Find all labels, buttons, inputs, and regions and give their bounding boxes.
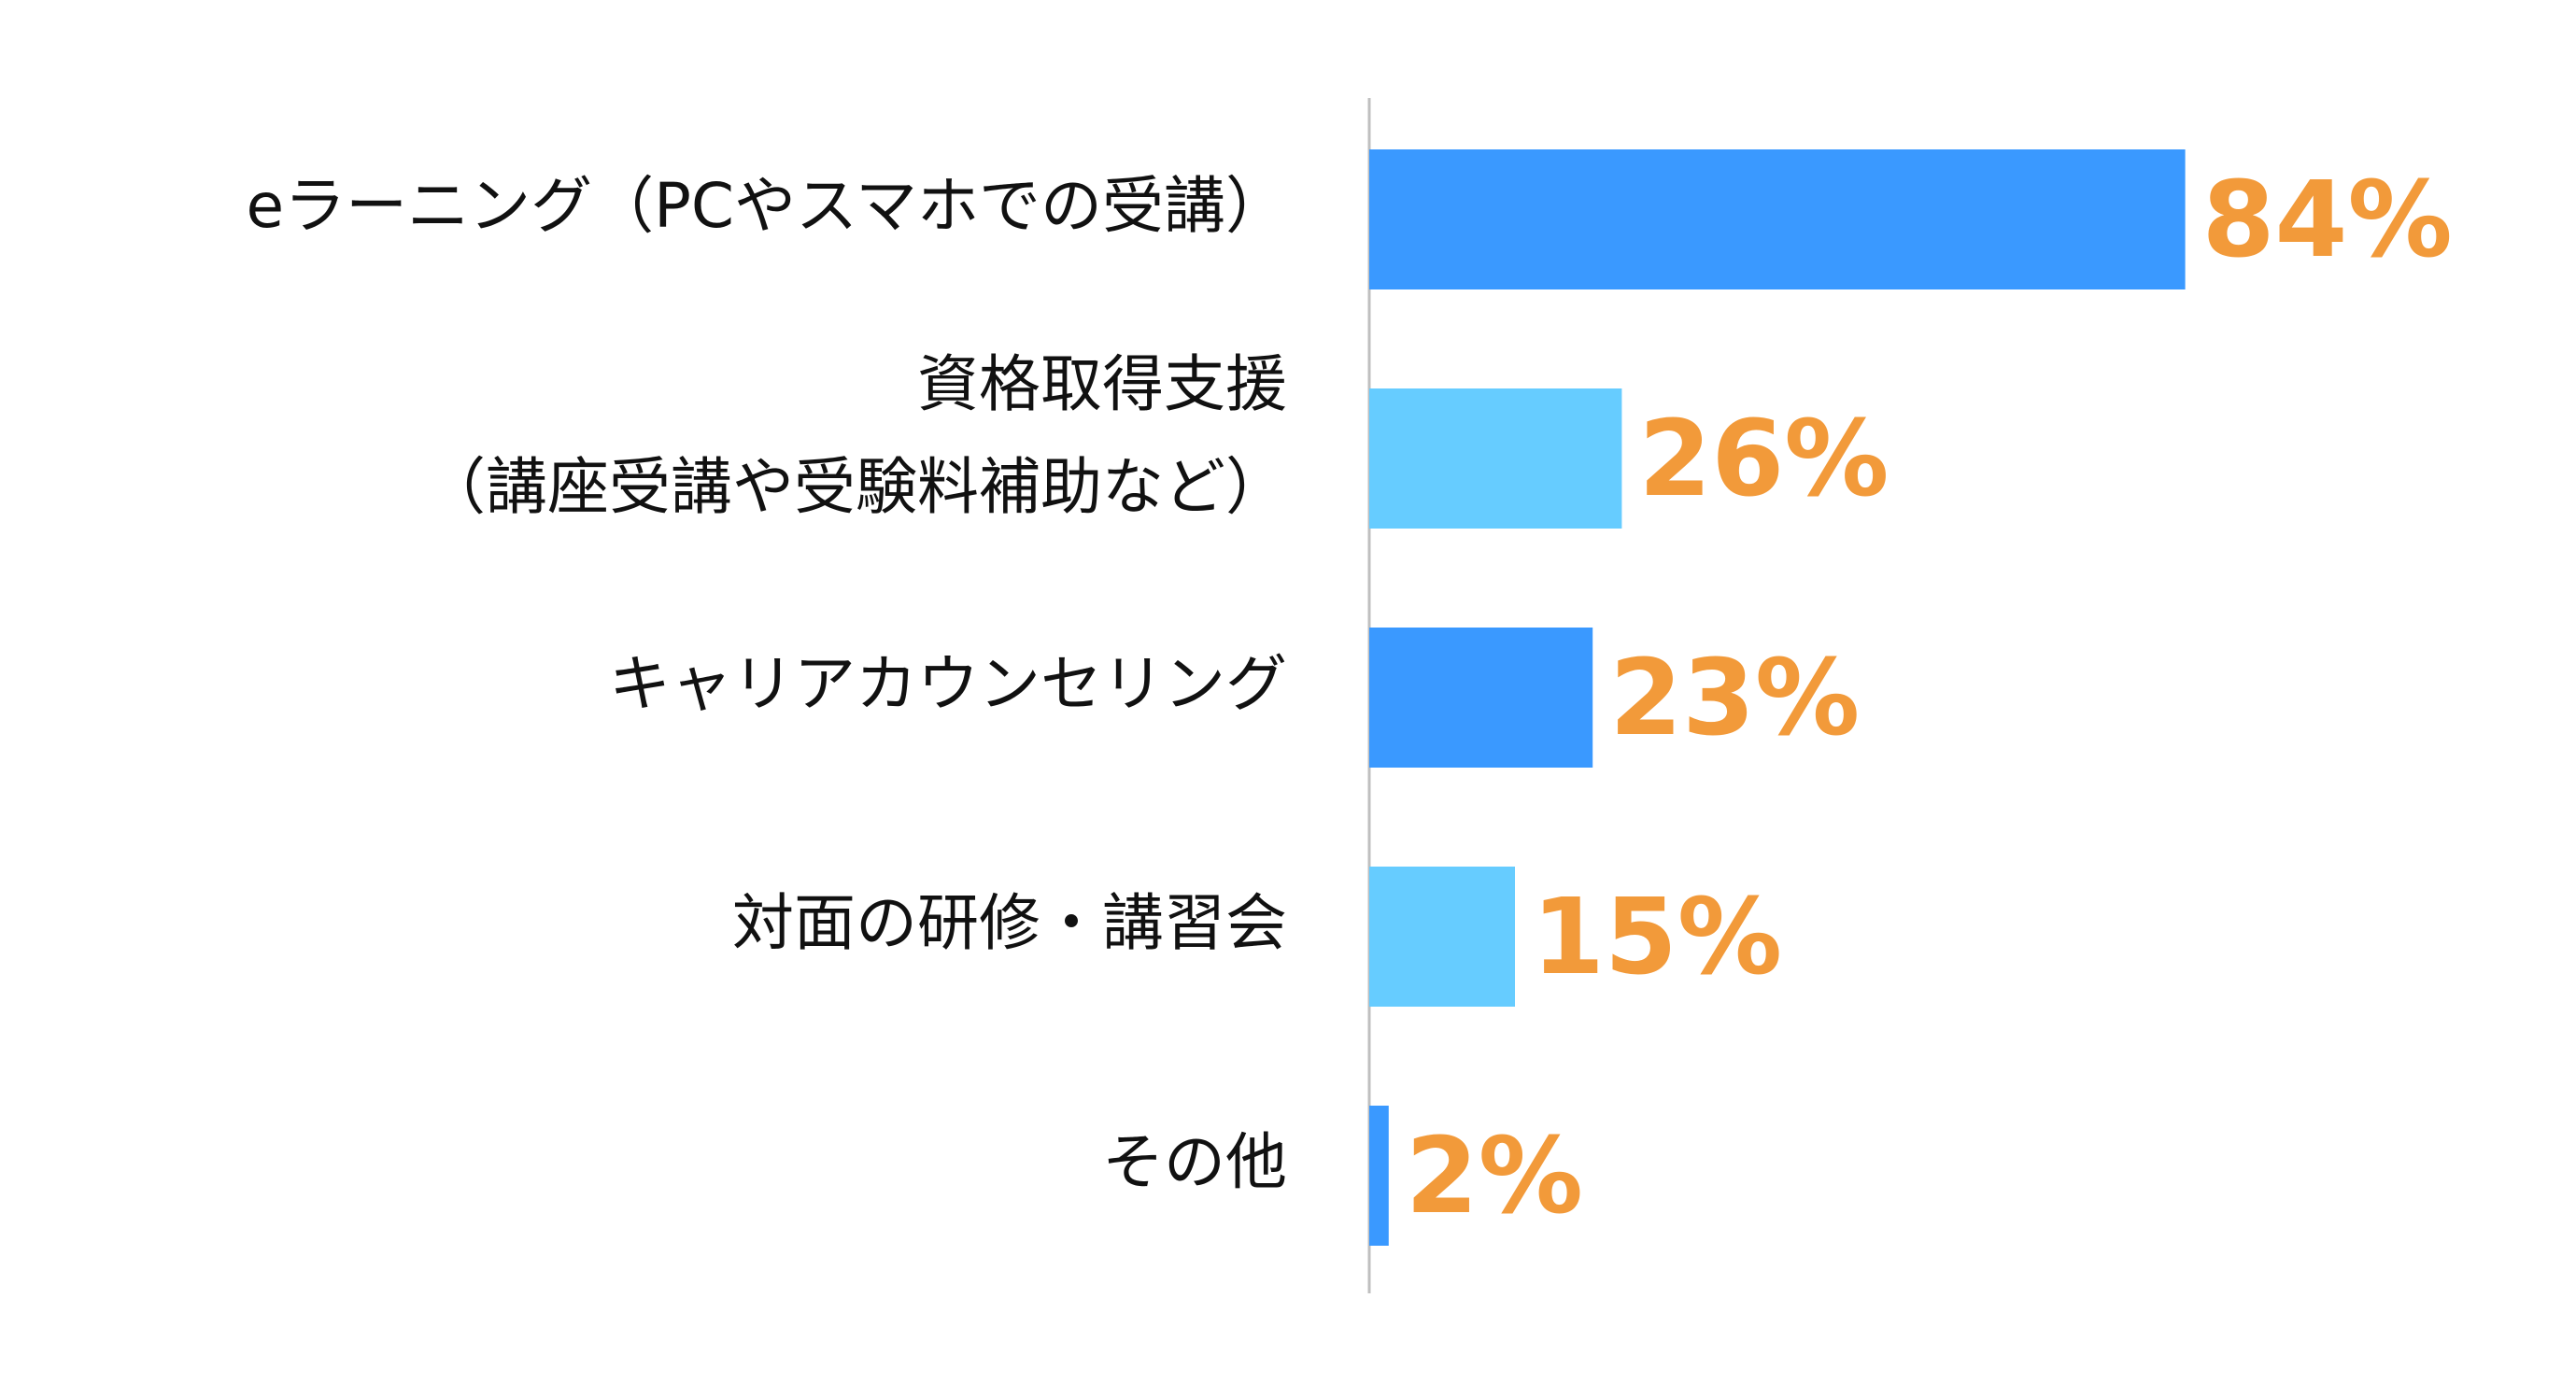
value-label-5: 2% [1406, 1116, 1583, 1237]
bar-3 [1369, 628, 1593, 768]
value-labels: 84% 26% 23% 15% 2% [1406, 160, 2453, 1237]
bar-4 [1369, 867, 1515, 1007]
value-label-2: 26% [1638, 399, 1889, 520]
value-label-4: 15% [1532, 877, 1782, 998]
category-labels: eラーニング（PCやスマホでの受講） 資格取得支援 （講座受講や受験料補助など） キャ… [246, 170, 1287, 1198]
value-label-3: 23% [1609, 638, 1860, 759]
value-label-1: 84% [2202, 160, 2453, 281]
category-label-1: eラーニング（PCやスマホでの受講） [246, 170, 1287, 242]
bar-5 [1369, 1106, 1389, 1246]
category-label-2-line-2: （講座受講や受験料補助など） [424, 451, 1287, 523]
bar-2 [1369, 388, 1622, 529]
category-label-5: その他 [1102, 1126, 1287, 1198]
bar-series [1369, 149, 2186, 1246]
category-label-4: 対面の研修・講習会 [732, 887, 1287, 959]
category-label-3: キャリアカウンセリング [609, 648, 1287, 720]
bar-1 [1369, 149, 2186, 289]
category-label-2-line-1: 資格取得支援 [917, 348, 1287, 420]
